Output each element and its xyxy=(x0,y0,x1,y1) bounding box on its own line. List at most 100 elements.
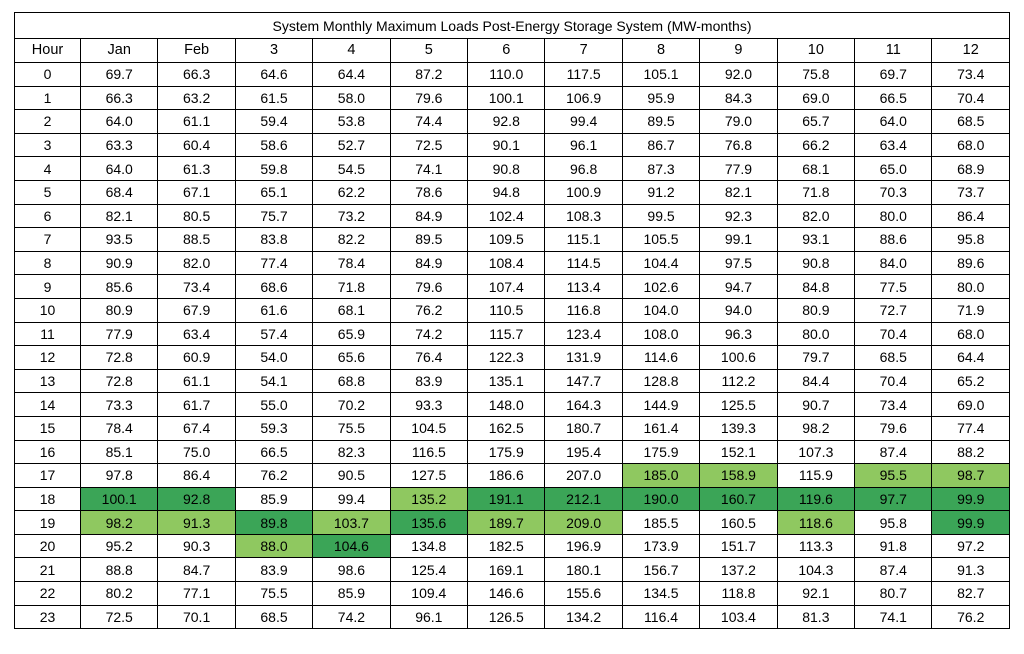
value-cell: 68.0 xyxy=(931,132,1010,158)
value-cell: 74.2 xyxy=(312,604,391,630)
value-cell: 100.6 xyxy=(699,345,778,370)
value-cell: 76.2 xyxy=(389,297,469,323)
value-cell: 84.0 xyxy=(854,250,933,276)
value-cell: 66.5 xyxy=(234,439,314,465)
value-cell: 98.6 xyxy=(312,557,391,583)
value-cell: 68.5 xyxy=(234,604,314,630)
value-cell: 108.4 xyxy=(467,250,546,276)
value-cell: 74.4 xyxy=(389,109,469,134)
value-cell: 128.8 xyxy=(621,368,701,394)
hour-cell: 12 xyxy=(14,345,81,370)
value-cell: 99.1 xyxy=(699,227,778,252)
value-cell: 60.9 xyxy=(157,345,236,370)
value-cell: 135.1 xyxy=(467,368,546,394)
value-cell: 92.8 xyxy=(157,486,236,512)
value-cell: 61.1 xyxy=(157,368,236,394)
value-cell: 66.3 xyxy=(157,62,236,87)
value-cell: 92.1 xyxy=(776,581,856,606)
value-cell: 98.2 xyxy=(79,510,159,535)
value-cell: 68.1 xyxy=(312,297,391,323)
value-cell: 79.6 xyxy=(389,274,469,299)
value-cell: 76.8 xyxy=(699,132,778,158)
value-cell: 52.7 xyxy=(312,132,391,158)
table-row: 13 72.8 61.1 54.1 68.8 83.9 135.1 147.7 128.8 112… xyxy=(14,368,1010,394)
table-row: 16 85.1 75.0 66.5 82.3 116.5 175.9 195.4 175.9 15… xyxy=(14,439,1010,465)
value-cell: 105.5 xyxy=(621,227,701,252)
value-cell: 107.4 xyxy=(467,274,546,299)
value-cell: 99.5 xyxy=(621,203,701,229)
value-cell: 92.3 xyxy=(699,203,778,229)
value-cell: 74.1 xyxy=(854,604,933,630)
value-cell: 87.4 xyxy=(854,439,933,465)
value-cell: 105.1 xyxy=(621,62,701,87)
value-cell: 68.8 xyxy=(312,368,391,394)
value-cell: 77.4 xyxy=(234,250,314,276)
value-cell: 58.0 xyxy=(312,85,391,111)
value-cell: 89.6 xyxy=(931,250,1010,276)
value-cell: 116.4 xyxy=(621,604,701,630)
value-cell: 72.5 xyxy=(79,604,159,630)
value-cell: 76.2 xyxy=(931,604,1010,630)
value-cell: 86.4 xyxy=(931,203,1010,229)
value-cell: 97.5 xyxy=(699,250,778,276)
value-cell: 88.0 xyxy=(234,533,314,559)
value-cell: 212.1 xyxy=(544,486,623,512)
value-cell: 84.3 xyxy=(699,85,778,111)
value-cell: 96.8 xyxy=(544,156,623,181)
value-cell: 54.1 xyxy=(234,368,314,394)
month-column-header: 7 xyxy=(544,38,623,63)
value-cell: 92.8 xyxy=(467,109,546,134)
value-cell: 70.4 xyxy=(854,321,933,347)
value-cell: 80.0 xyxy=(776,321,856,347)
value-cell: 63.3 xyxy=(79,132,159,158)
table-row: 17 97.8 86.4 76.2 90.5 127.5 186.6 207.0 185.0 15… xyxy=(14,463,1010,488)
hour-cell: 2 xyxy=(14,109,81,134)
value-cell: 63.4 xyxy=(854,132,933,158)
value-cell: 104.6 xyxy=(312,533,391,559)
value-cell: 54.0 xyxy=(234,345,314,370)
table-row: 8 90.9 82.0 77.4 78.4 84.9 108.4 114.5 104.4 97.5… xyxy=(14,250,1010,276)
hour-column-header: Hour xyxy=(14,38,81,63)
value-cell: 64.6 xyxy=(234,62,314,87)
value-cell: 63.2 xyxy=(157,85,236,111)
table-row: 6 82.1 80.5 75.7 73.2 84.9 102.4 108.3 99.5 92.3 8… xyxy=(14,203,1010,229)
value-cell: 67.1 xyxy=(157,179,236,205)
header-row: Hour Jan Feb 3 4 5 6 7 8 9 10 11 12 xyxy=(14,38,1010,63)
value-cell: 173.9 xyxy=(621,533,701,559)
value-cell: 76.4 xyxy=(389,345,469,370)
hour-cell: 17 xyxy=(14,463,81,488)
hour-cell: 9 xyxy=(14,274,81,299)
value-cell: 134.8 xyxy=(389,533,469,559)
value-cell: 114.6 xyxy=(621,345,701,370)
value-cell: 69.0 xyxy=(931,392,1010,417)
value-cell: 134.2 xyxy=(544,604,623,630)
value-cell: 125.4 xyxy=(389,557,469,583)
value-cell: 80.5 xyxy=(157,203,236,229)
value-cell: 100.1 xyxy=(79,486,159,512)
month-column-header: 12 xyxy=(931,38,1010,63)
value-cell: 64.0 xyxy=(79,156,159,181)
value-cell: 135.2 xyxy=(389,486,469,512)
value-cell: 72.8 xyxy=(79,368,159,394)
table-row: 3 63.3 60.4 58.6 52.7 72.5 90.1 96.1 86.7 76.8 66.… xyxy=(14,132,1010,158)
value-cell: 69.0 xyxy=(776,85,856,111)
value-cell: 86.7 xyxy=(621,132,701,158)
value-cell: 65.1 xyxy=(234,179,314,205)
value-cell: 84.9 xyxy=(389,250,469,276)
month-column-header: Feb xyxy=(157,38,236,63)
value-cell: 185.5 xyxy=(621,510,701,535)
value-cell: 95.8 xyxy=(931,227,1010,252)
value-cell: 80.0 xyxy=(854,203,933,229)
value-cell: 160.7 xyxy=(699,486,778,512)
value-cell: 109.4 xyxy=(389,581,469,606)
value-cell: 77.4 xyxy=(931,415,1010,441)
table-row: 1 66.3 63.2 61.5 58.0 79.6 100.1 106.9 95.9 84.3 6… xyxy=(14,85,1010,111)
value-cell: 90.3 xyxy=(157,533,236,559)
value-cell: 74.1 xyxy=(389,156,469,181)
value-cell: 100.9 xyxy=(544,179,623,205)
hour-cell: 6 xyxy=(14,203,81,229)
value-cell: 65.9 xyxy=(312,321,391,347)
value-cell: 139.3 xyxy=(699,415,778,441)
month-column-header: 9 xyxy=(699,38,778,63)
value-cell: 115.7 xyxy=(467,321,546,347)
